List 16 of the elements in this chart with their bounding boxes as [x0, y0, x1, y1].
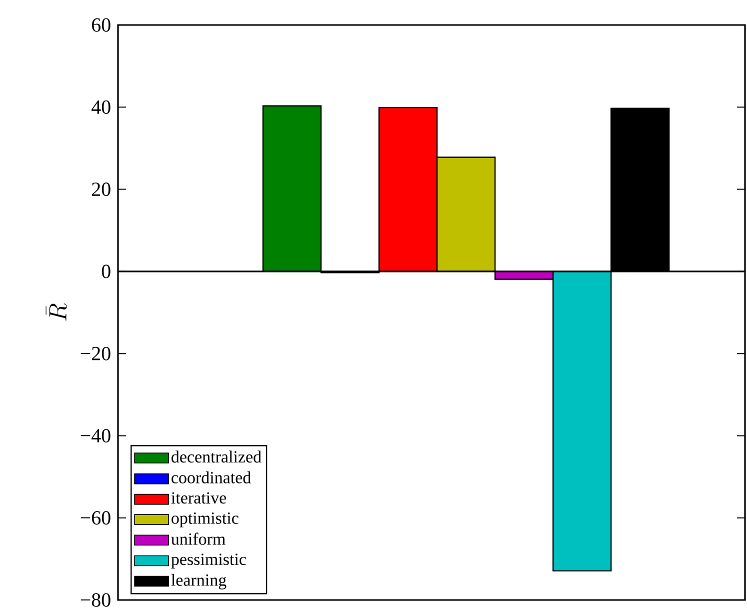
- legend-label: iterative: [171, 492, 226, 504]
- y-tick-label: −20: [80, 346, 110, 360]
- y-tick-label: 0: [102, 264, 110, 278]
- y-tick-label: 40: [92, 100, 110, 114]
- legend-label: learning: [171, 574, 226, 590]
- y-tick-label: 20: [92, 182, 110, 196]
- y-tick-label: −60: [80, 511, 110, 525]
- legend-label: pessimistic: [171, 554, 246, 568]
- legend-label: decentralized: [172, 450, 262, 463]
- legend-label: optimistic: [172, 512, 238, 528]
- y-tick-label: −80: [80, 593, 110, 607]
- y-tick-label: −40: [80, 428, 110, 442]
- y-axis-title: $\bar{R}$: [46, 303, 67, 321]
- y-tick-label: 60: [92, 18, 110, 32]
- legend-label: coordinated: [172, 471, 251, 484]
- legend-label: uniform: [171, 532, 226, 545]
